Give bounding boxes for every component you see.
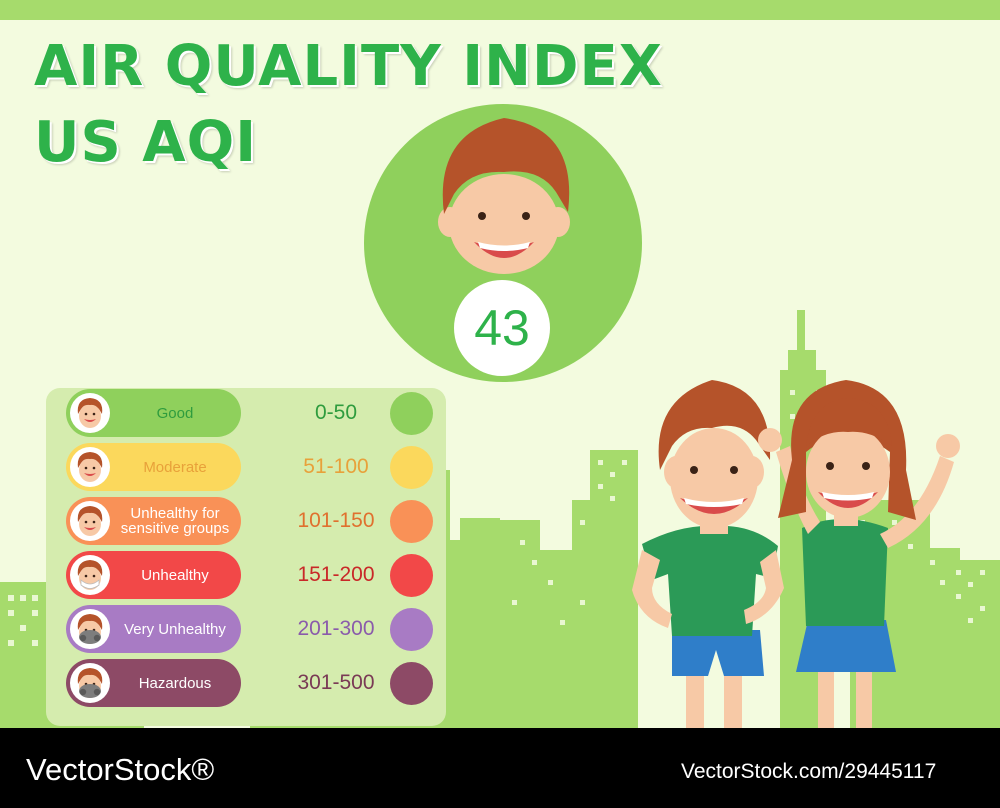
legend-label: Very Unhealthy [124,620,226,638]
legend-color-dot [390,500,433,543]
legend-range: 0-50 [314,401,358,424]
legend-color-dot [390,392,433,435]
legend-row-very-unhealthy: Very Unhealthy 201-300 [66,605,626,653]
aqi-value: 43 [474,300,530,356]
page-subtitle: US AQI [34,110,258,175]
legend-row-unhealthy-sensitive: Unhealthy for sensitive groups 101-150 [66,497,626,545]
page-title: AIR QUALITY INDEX [34,34,663,99]
legend-label: Unhealthy for sensitive groups [120,505,230,537]
face-respirator-icon [70,609,110,649]
legend-label: Good [156,404,194,422]
face-icon [70,501,110,541]
happy-face-icon [438,118,570,274]
legend-label: Unhealthy [141,566,209,584]
image-id-watermark: VectorStock.com/29445117 [681,760,937,783]
legend-color-dot [390,554,433,597]
legend-row-moderate: Moderate 51-100 [66,443,626,491]
legend-label: Hazardous [138,674,212,692]
legend-row-good: Good 0-50 [66,389,626,437]
legend-color-dot [390,446,433,489]
aqi-value-bubble: 43 [454,280,550,376]
legend-color-dot [390,608,433,651]
face-mask-icon [70,555,110,595]
brand-watermark: VectorStock® [26,752,215,787]
face-icon [70,447,110,487]
legend-range: 101-150 [297,509,375,532]
legend-range: 151-200 [297,563,375,586]
legend-row-unhealthy: Unhealthy 151-200 [66,551,626,599]
boy-figure [632,380,784,730]
girl-figure [758,380,960,730]
face-respirator-icon [70,663,110,703]
legend-color-dot [390,662,433,705]
legend-range: 51-100 [303,455,369,478]
legend-range: 301-500 [297,671,375,694]
legend-row-hazardous: Hazardous 301-500 [66,659,626,707]
footer-bar [0,728,1000,808]
legend-range: 201-300 [297,617,375,640]
face-icon [70,393,110,433]
top-bar [0,0,1000,20]
legend-label: Moderate [143,458,207,476]
